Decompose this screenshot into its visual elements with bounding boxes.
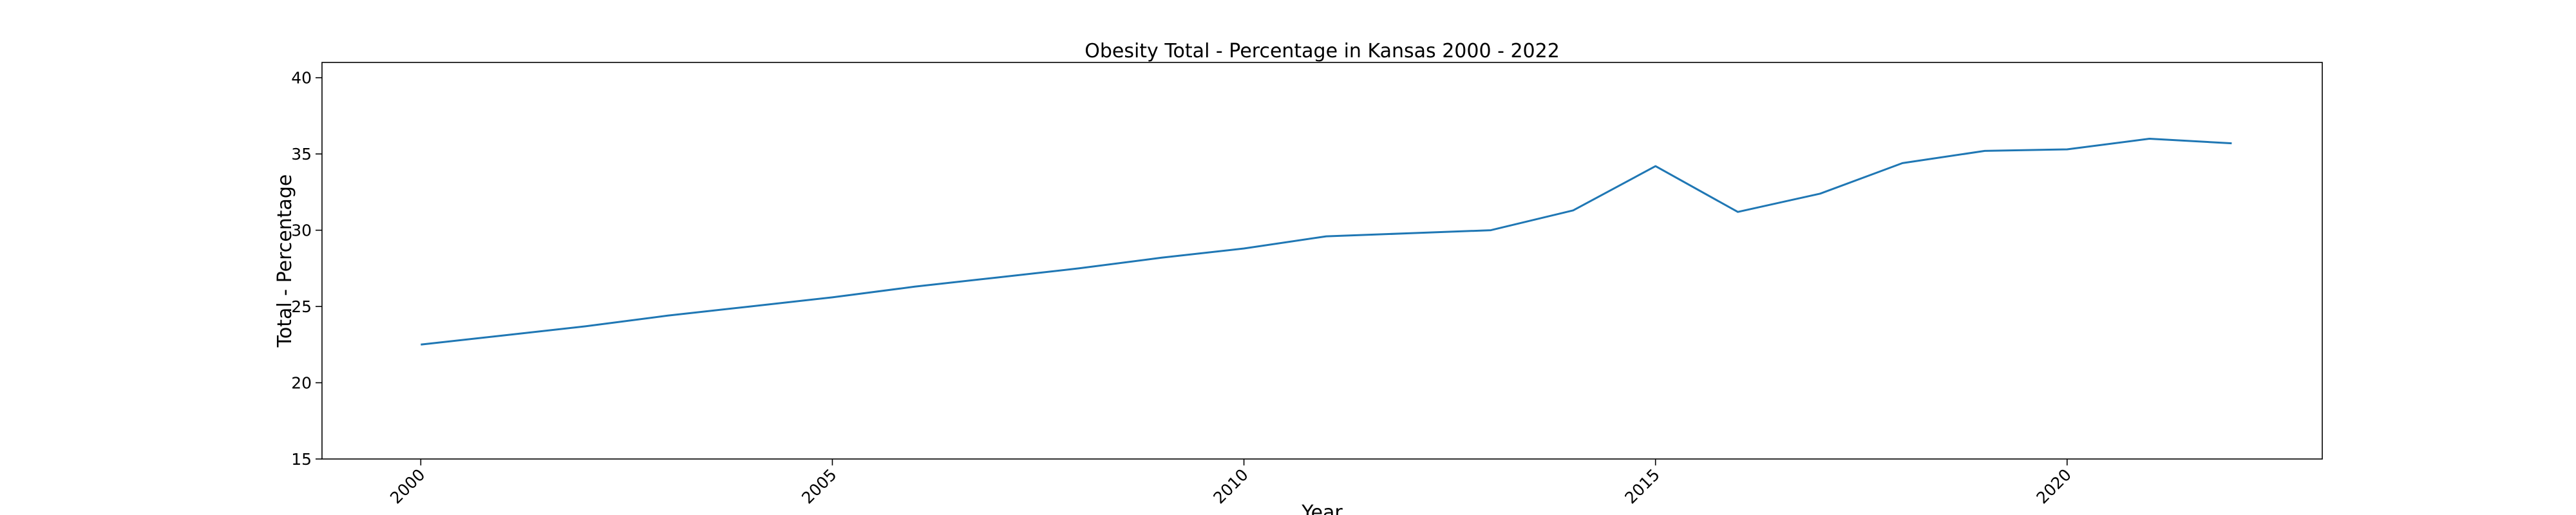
y-axis: 15 20 25 30 35 40 — [291, 69, 322, 469]
x-tick-label: 2000 — [386, 465, 428, 507]
y-tick-label: 20 — [291, 374, 312, 393]
y-tick-label: 40 — [291, 69, 312, 88]
y-tick-label: 15 — [291, 450, 312, 469]
chart-title: Obesity Total - Percentage in Kansas 200… — [1084, 40, 1560, 62]
y-tick-label: 35 — [291, 145, 312, 164]
plot-area — [421, 138, 2232, 346]
x-axis-title: Year — [1301, 501, 1343, 515]
x-tick-label: 2010 — [1209, 465, 1251, 507]
x-axis: 2000 2005 2010 2015 2020 — [386, 459, 2075, 507]
x-tick-label: 2015 — [1621, 465, 1663, 507]
x-tick-label: 2020 — [2033, 465, 2075, 507]
plot-frame — [321, 62, 2323, 460]
y-tick-label: 25 — [291, 297, 312, 316]
series-line — [421, 138, 2232, 346]
y-tick-label: 30 — [291, 221, 312, 240]
y-axis-title: Total - Percentage — [274, 174, 296, 348]
x-tick-label: 2005 — [798, 465, 840, 507]
